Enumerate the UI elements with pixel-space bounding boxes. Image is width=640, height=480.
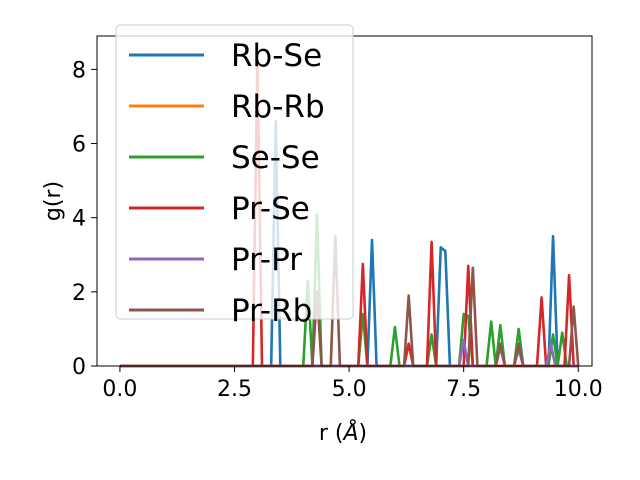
y-axis-ticks: 0 2 4 6 8 xyxy=(72,58,97,380)
x-tick-label: 2.5 xyxy=(217,377,252,402)
legend: Rb-Se Rb-Rb Se-Se Pr-Se Pr-Pr Pr-Rb xyxy=(115,24,354,329)
legend-label: Rb-Se xyxy=(231,38,322,74)
legend-label: Se-Se xyxy=(231,140,320,176)
x-tick-label: 0.0 xyxy=(102,377,137,402)
x-axis-ticks: 0.0 2.5 5.0 7.5 10.0 xyxy=(102,366,603,402)
legend-label: Pr-Se xyxy=(231,191,310,227)
legend-label: Rb-Rb xyxy=(231,89,325,125)
legend-label: Pr-Pr xyxy=(231,242,302,278)
y-tick-label: 4 xyxy=(72,207,86,232)
y-tick-label: 2 xyxy=(72,281,86,306)
x-tick-label: 10.0 xyxy=(554,377,603,402)
y-tick-label: 8 xyxy=(72,58,86,83)
legend-box xyxy=(115,24,354,320)
legend-label: Pr-Rb xyxy=(231,293,312,329)
y-tick-label: 0 xyxy=(72,355,86,380)
x-axis-label: r (Å) xyxy=(319,419,367,446)
x-tick-label: 5.0 xyxy=(332,377,367,402)
y-tick-label: 6 xyxy=(72,133,86,158)
y-axis-label: g(r) xyxy=(41,181,66,221)
x-tick-label: 7.5 xyxy=(446,377,481,402)
